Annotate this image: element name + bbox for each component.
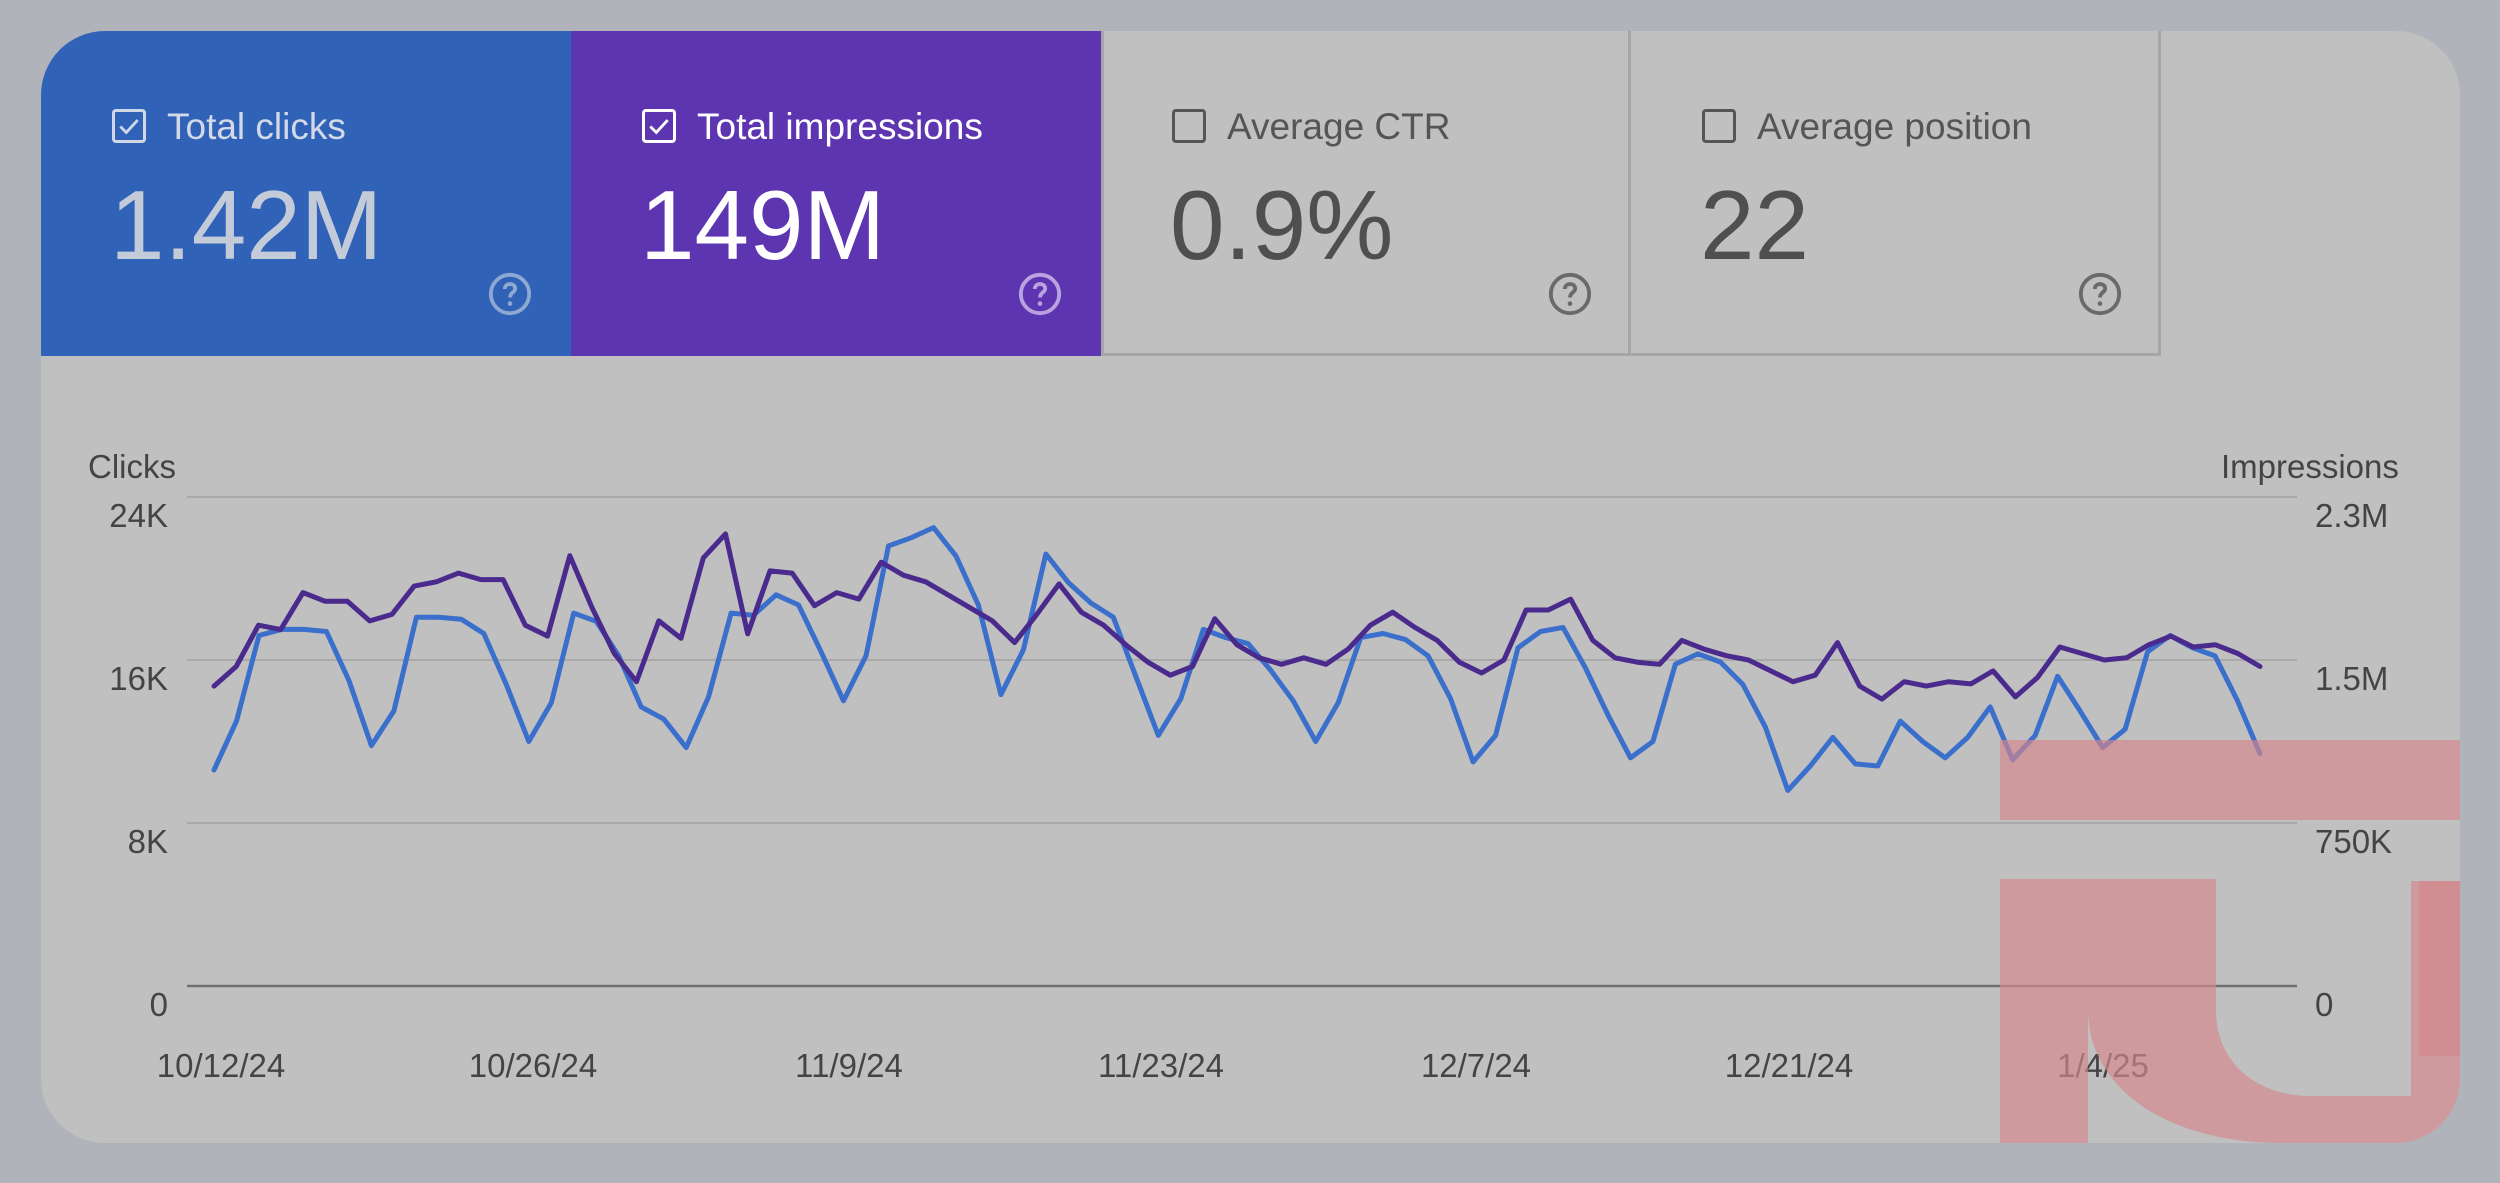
performance-chart bbox=[187, 496, 2297, 988]
metric-label: Average position bbox=[1757, 106, 2032, 147]
y-right-tick: 0 bbox=[2315, 986, 2334, 1023]
performance-card: Total clicks 1.42M Total impressions 149… bbox=[41, 31, 2460, 1143]
x-tick: 11/9/24 bbox=[795, 1047, 903, 1084]
help-icon[interactable] bbox=[1017, 271, 1063, 317]
metric-label: Total clicks bbox=[167, 106, 346, 147]
brand-watermark-icon bbox=[2000, 740, 2460, 1143]
x-tick: 10/26/24 bbox=[468, 1047, 598, 1084]
metric-card-clicks[interactable]: Total clicks 1.42M bbox=[41, 31, 571, 356]
metric-tabs: Total clicks 1.42M Total impressions 149… bbox=[41, 31, 2161, 356]
help-icon[interactable] bbox=[487, 271, 533, 317]
y-left-tick: 16K bbox=[109, 660, 168, 697]
series-layer bbox=[211, 525, 2263, 793]
clicks-checkbox[interactable] bbox=[112, 109, 146, 143]
y-right-axis-title: Impressions bbox=[2221, 448, 2399, 485]
check-icon bbox=[119, 119, 139, 135]
series-line-clicks bbox=[211, 525, 2263, 793]
metric-value: 149M bbox=[640, 170, 886, 280]
y-left-tick: 8K bbox=[127, 823, 168, 860]
x-tick: 11/23/24 bbox=[1097, 1047, 1224, 1084]
series-line-impressions bbox=[211, 531, 2263, 702]
help-icon[interactable] bbox=[2077, 271, 2123, 317]
x-tick: 10/12/24 bbox=[156, 1047, 286, 1084]
help-icon[interactable] bbox=[1547, 271, 1593, 317]
metric-card-impressions[interactable]: Total impressions 149M bbox=[571, 31, 1101, 356]
position-checkbox[interactable] bbox=[1702, 109, 1736, 143]
metric-label: Total impressions bbox=[697, 106, 983, 147]
y-left-axis-title: Clicks bbox=[88, 448, 176, 485]
x-tick: 12/21/24 bbox=[1724, 1047, 1854, 1084]
metric-value: 0.9% bbox=[1170, 170, 1394, 280]
metric-label: Average CTR bbox=[1227, 106, 1451, 147]
y-left-tick: 0 bbox=[149, 986, 168, 1023]
y-left-tick: 24K bbox=[109, 497, 168, 534]
y-right-tick: 1.5M bbox=[2315, 660, 2389, 697]
impressions-checkbox[interactable] bbox=[642, 109, 676, 143]
metric-card-ctr[interactable]: Average CTR 0.9% bbox=[1101, 31, 1631, 356]
metric-value: 22 bbox=[1700, 170, 1810, 280]
check-icon bbox=[649, 119, 669, 135]
metric-value: 1.42M bbox=[110, 170, 383, 280]
ctr-checkbox[interactable] bbox=[1172, 109, 1206, 143]
y-right-tick: 2.3M bbox=[2315, 497, 2389, 534]
metric-card-position[interactable]: Average position 22 bbox=[1631, 31, 2161, 356]
y-right-tick: 750K bbox=[2315, 823, 2393, 860]
x-tick: 12/7/24 bbox=[1420, 1047, 1532, 1084]
